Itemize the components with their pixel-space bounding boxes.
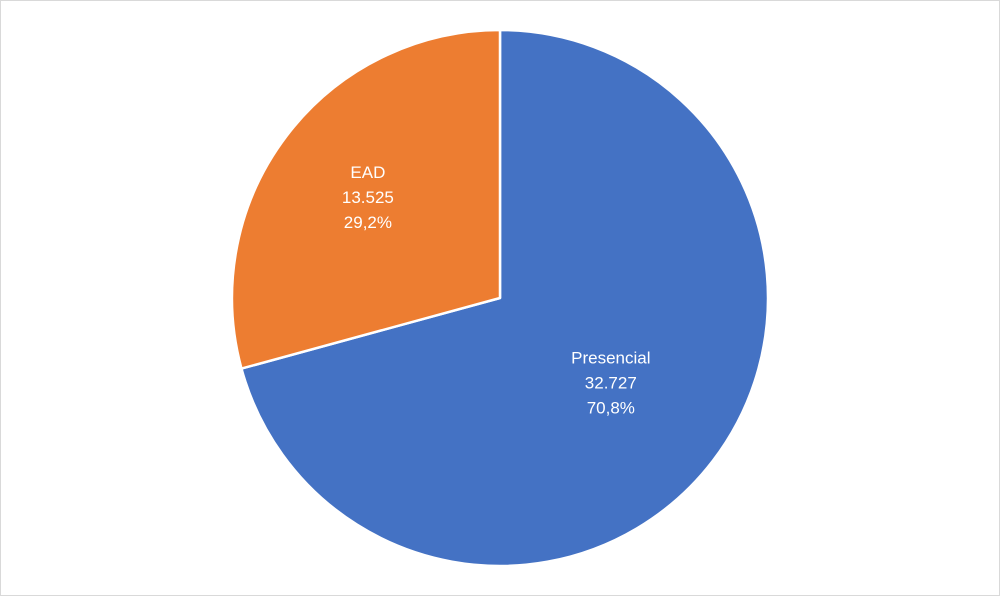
slice-label-name: Presencial <box>571 349 650 368</box>
slice-label-name: EAD <box>350 163 385 182</box>
data-label-ead: EAD 13.525 29,2% <box>342 163 394 232</box>
pie-slice-presencial <box>240 28 770 568</box>
slice-label-value: 32.727 <box>585 374 637 393</box>
slice-label-percent: 70,8% <box>587 399 635 418</box>
slice-label-percent: 29,2% <box>344 213 392 232</box>
slice-label-value: 13.525 <box>342 188 394 207</box>
pie-slice-ead <box>230 28 502 370</box>
data-label-presencial: Presencial 32.727 70,8% <box>571 349 650 418</box>
